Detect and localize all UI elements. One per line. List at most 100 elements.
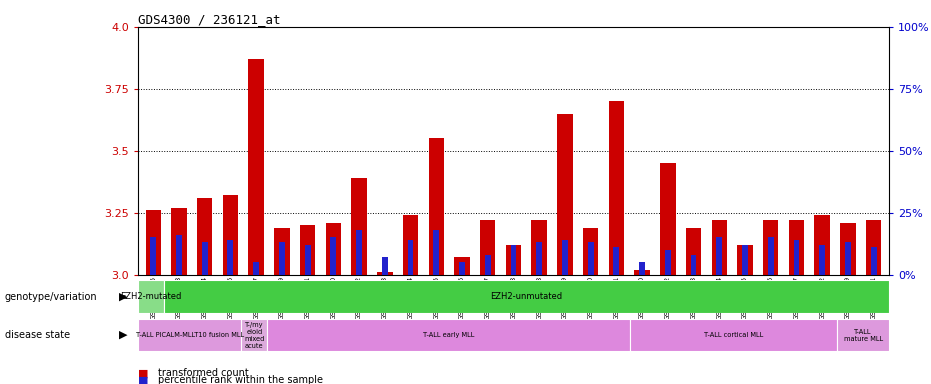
Text: GSM759022: GSM759022 — [356, 276, 362, 320]
Bar — [433, 230, 439, 275]
Bar — [138, 280, 164, 313]
Bar — [459, 262, 465, 275]
Bar — [665, 250, 670, 275]
Bar — [506, 245, 521, 275]
Bar — [870, 247, 877, 275]
Bar — [326, 223, 341, 275]
Text: GSM759028: GSM759028 — [510, 276, 517, 320]
Bar — [382, 257, 387, 275]
Bar — [845, 242, 851, 275]
Text: GSM759041: GSM759041 — [614, 276, 619, 320]
Bar — [716, 237, 722, 275]
Text: T-ALL PICALM-MLLT10 fusion MLL: T-ALL PICALM-MLLT10 fusion MLL — [136, 332, 244, 338]
Bar — [403, 215, 418, 275]
Bar — [660, 163, 676, 275]
Bar — [583, 227, 599, 275]
Bar — [819, 245, 825, 275]
Text: GSM759040: GSM759040 — [587, 276, 594, 320]
Text: GSM759018: GSM759018 — [176, 276, 182, 320]
Text: GSM759020: GSM759020 — [331, 276, 336, 320]
Bar — [145, 210, 161, 275]
Bar — [279, 242, 285, 275]
Bar — [377, 272, 393, 275]
Text: GDS4300 / 236121_at: GDS4300 / 236121_at — [138, 13, 280, 26]
Bar — [609, 101, 624, 275]
Text: GSM759024: GSM759024 — [408, 276, 413, 320]
Bar — [562, 240, 568, 275]
Text: GSM759030: GSM759030 — [639, 276, 645, 320]
Bar — [587, 242, 594, 275]
Text: GSM759019: GSM759019 — [279, 276, 285, 320]
Text: GSM759042: GSM759042 — [819, 276, 825, 320]
Text: disease state: disease state — [5, 330, 70, 340]
Text: ▶: ▶ — [119, 330, 128, 340]
Bar — [485, 255, 491, 275]
Bar — [300, 225, 316, 275]
Text: GSM759021: GSM759021 — [304, 276, 311, 320]
Text: GSM759026: GSM759026 — [459, 276, 465, 320]
Text: GSM759031: GSM759031 — [870, 276, 877, 320]
Bar — [837, 319, 889, 351]
Text: GSM759032: GSM759032 — [665, 276, 671, 320]
Text: GSM759017: GSM759017 — [253, 276, 259, 320]
Bar — [536, 242, 542, 275]
Bar — [171, 208, 187, 275]
Text: GSM759015: GSM759015 — [150, 276, 156, 320]
Bar — [331, 237, 336, 275]
Bar — [150, 237, 156, 275]
Bar — [351, 178, 367, 275]
Bar — [768, 237, 774, 275]
Text: GSM759025: GSM759025 — [433, 276, 439, 320]
Bar — [691, 255, 696, 275]
Text: GSM759039: GSM759039 — [562, 276, 568, 320]
Bar — [510, 245, 517, 275]
Text: percentile rank within the sample: percentile rank within the sample — [158, 375, 323, 384]
Bar — [630, 319, 837, 351]
Text: GSM759038: GSM759038 — [536, 276, 542, 320]
Bar — [357, 230, 362, 275]
Text: T-ALL cortical MLL: T-ALL cortical MLL — [704, 332, 763, 338]
Text: EZH2-unmutated: EZH2-unmutated — [491, 292, 562, 301]
Bar — [866, 220, 882, 275]
Bar — [640, 262, 645, 275]
Text: genotype/variation: genotype/variation — [5, 291, 97, 302]
Bar — [227, 240, 234, 275]
Text: GSM759033: GSM759033 — [691, 276, 696, 320]
Text: T-ALL early MLL: T-ALL early MLL — [423, 332, 475, 338]
Text: GSM759027: GSM759027 — [485, 276, 491, 320]
Text: GSM759034: GSM759034 — [716, 276, 722, 320]
Bar — [840, 223, 856, 275]
Bar — [138, 319, 241, 351]
Bar — [304, 245, 311, 275]
Text: ▶: ▶ — [119, 291, 128, 302]
Bar — [454, 257, 470, 275]
Text: GSM759036: GSM759036 — [768, 276, 774, 320]
Bar — [686, 227, 701, 275]
Text: GSM759016: GSM759016 — [227, 276, 234, 320]
Bar — [176, 235, 182, 275]
Bar — [557, 114, 573, 275]
Text: transformed count: transformed count — [158, 368, 249, 378]
Text: GSM759014: GSM759014 — [202, 276, 208, 320]
Bar — [202, 242, 208, 275]
Text: T-ALL
mature MLL: T-ALL mature MLL — [843, 329, 883, 341]
Text: ■: ■ — [138, 375, 148, 384]
Bar — [480, 220, 495, 275]
Bar — [815, 215, 830, 275]
Text: ■: ■ — [138, 368, 148, 378]
Bar — [274, 227, 290, 275]
Bar — [532, 220, 546, 275]
Bar — [742, 245, 748, 275]
Text: GSM759029: GSM759029 — [845, 276, 851, 320]
Bar — [634, 270, 650, 275]
Bar — [253, 262, 259, 275]
Bar — [614, 247, 619, 275]
Bar — [789, 220, 804, 275]
Bar — [408, 240, 413, 275]
Text: GSM759023: GSM759023 — [382, 276, 388, 320]
Bar — [793, 240, 800, 275]
Bar — [267, 319, 630, 351]
Bar — [428, 138, 444, 275]
Text: EZH2-mutated: EZH2-mutated — [120, 292, 182, 301]
Text: GSM759037: GSM759037 — [793, 276, 800, 320]
